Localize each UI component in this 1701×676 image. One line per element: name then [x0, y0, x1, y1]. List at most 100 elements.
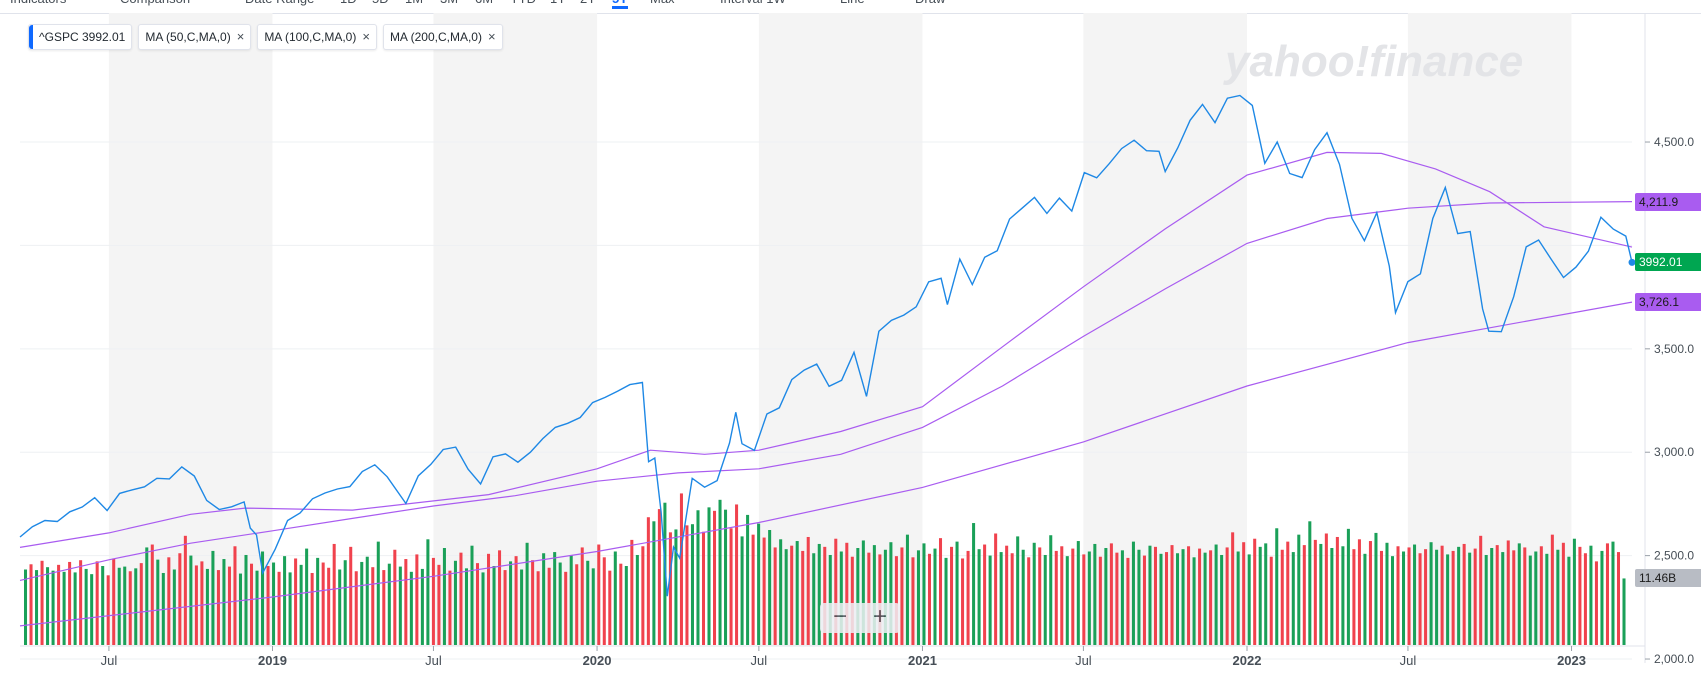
volume-bar — [139, 563, 143, 645]
volume-bar — [883, 549, 887, 645]
volume-bar — [1346, 528, 1350, 645]
volume-bar — [238, 573, 243, 645]
volume-bar — [828, 554, 832, 645]
toolbar-item[interactable]: 2Y — [580, 0, 596, 6]
volume-bar — [442, 548, 446, 645]
volume-bar — [1082, 554, 1086, 645]
toolbar-item[interactable]: 1M — [405, 0, 423, 6]
volume-bar — [619, 563, 623, 645]
volume-bar — [40, 560, 44, 645]
volume-bar — [685, 525, 689, 645]
toolbar-item[interactable]: 5Y — [612, 0, 628, 9]
volume-bar — [641, 546, 645, 645]
volume-bar — [1379, 550, 1383, 645]
volume-bar — [762, 537, 766, 645]
volume-bar — [112, 558, 116, 645]
zoom-out-button[interactable]: − — [832, 603, 847, 630]
toolbar-item[interactable]: 6M — [475, 0, 493, 6]
close-icon[interactable]: × — [487, 29, 496, 44]
volume-bar — [84, 568, 88, 645]
volume-bar — [205, 568, 209, 645]
volume-bar — [431, 557, 435, 645]
volume-bar — [889, 542, 893, 645]
volume-bar — [861, 540, 865, 645]
volume-bar — [1567, 556, 1571, 645]
volume-bar — [1286, 541, 1290, 645]
volume-bar — [1506, 540, 1510, 645]
volume-bar — [349, 546, 353, 645]
volume-bar — [536, 571, 540, 645]
volume-bar — [812, 553, 816, 645]
volume-bar — [1357, 539, 1361, 645]
volume-bar — [1374, 532, 1378, 645]
volume-bar — [387, 563, 391, 645]
series-color-marker — [29, 25, 33, 49]
legend-chip-ma50[interactable]: MA (50,C,MA,0) × — [138, 24, 252, 50]
volume-bar — [1589, 545, 1593, 645]
volume-bar — [564, 571, 568, 645]
volume-bar — [1214, 544, 1218, 645]
volume-bar — [1198, 548, 1202, 645]
volume-bar — [553, 552, 557, 645]
ma100-price-tag: 4,211.9 — [1635, 192, 1701, 211]
volume-bar — [613, 551, 617, 645]
volume-bar — [1418, 553, 1422, 645]
toolbar-item[interactable]: Interval 1W — [720, 0, 786, 6]
volume-bar — [1087, 551, 1091, 645]
volume-bar — [1054, 550, 1058, 645]
volume-bar — [911, 557, 915, 645]
legend-chip-gspc[interactable]: ^GSPC 3992.01 — [28, 24, 133, 50]
volume-bar — [850, 556, 854, 645]
volume-bar — [1578, 546, 1582, 645]
volume-bar — [1341, 546, 1345, 645]
volume-bar — [1148, 545, 1152, 645]
volume-bar — [1236, 551, 1240, 645]
volume-bar — [1352, 549, 1356, 645]
volume-bar — [1203, 552, 1207, 645]
toolbar-item[interactable]: Date Range — [245, 0, 314, 6]
volume-bar — [404, 559, 408, 645]
time-band — [1083, 13, 1248, 646]
volume-bar — [216, 570, 220, 645]
volume-bar — [503, 570, 507, 645]
toolbar-item[interactable]: 1D — [340, 0, 357, 6]
volume-bar — [1060, 546, 1064, 645]
x-tick-label: 2020 — [583, 653, 612, 668]
toolbar-item[interactable]: Comparison — [120, 0, 190, 6]
volume-bar — [900, 547, 904, 645]
toolbar-item[interactable]: 3M — [440, 0, 458, 6]
close-icon[interactable]: × — [236, 29, 245, 44]
toolbar-item[interactable]: Max — [650, 0, 675, 6]
volume-bar — [227, 566, 231, 645]
grid-lines — [20, 141, 1632, 660]
volume-bar — [73, 572, 77, 645]
volume-bars — [24, 493, 1626, 645]
toolbar-item[interactable]: YTD — [510, 0, 536, 6]
volume-bar — [1495, 545, 1499, 645]
volume-bar — [57, 564, 61, 645]
volume-bar — [1005, 545, 1009, 645]
volume-bar — [1093, 543, 1097, 645]
volume-bar — [233, 546, 237, 645]
volume-bar — [1424, 549, 1428, 645]
volume-bar — [123, 566, 127, 645]
toolbar-item[interactable]: Draw — [915, 0, 945, 6]
close-icon[interactable]: × — [362, 29, 370, 44]
toolbar-item[interactable]: 1Y — [550, 0, 566, 6]
x-tick-label: 2019 — [258, 653, 287, 668]
volume-bar — [1600, 550, 1604, 645]
volume-bar — [514, 556, 518, 645]
volume-bar — [1605, 543, 1609, 645]
toolbar-item[interactable]: 5D — [372, 0, 389, 6]
toolbar-item[interactable]: Line — [840, 0, 865, 6]
price-chart[interactable]: yahoo!finance 2,000.0 2,500.0 3,000.0 3,500… — [0, 13, 1701, 676]
legend-chip-ma100[interactable]: MA (100,C,MA,0) × — [257, 24, 377, 50]
volume-bar — [343, 560, 347, 645]
legend-chip-ma200[interactable]: MA (200,C,MA,0) × — [382, 24, 503, 50]
x-axis: Jul 2019 Jul 2020 Jul 2021 Jul 2022 Jul 2023 — [20, 645, 1645, 668]
zoom-in-button[interactable]: + — [872, 603, 887, 630]
volume-bar — [635, 554, 639, 645]
volume-bar — [1032, 542, 1036, 645]
volume-bar — [382, 570, 386, 645]
toolbar-item[interactable]: Indicators — [10, 0, 66, 6]
